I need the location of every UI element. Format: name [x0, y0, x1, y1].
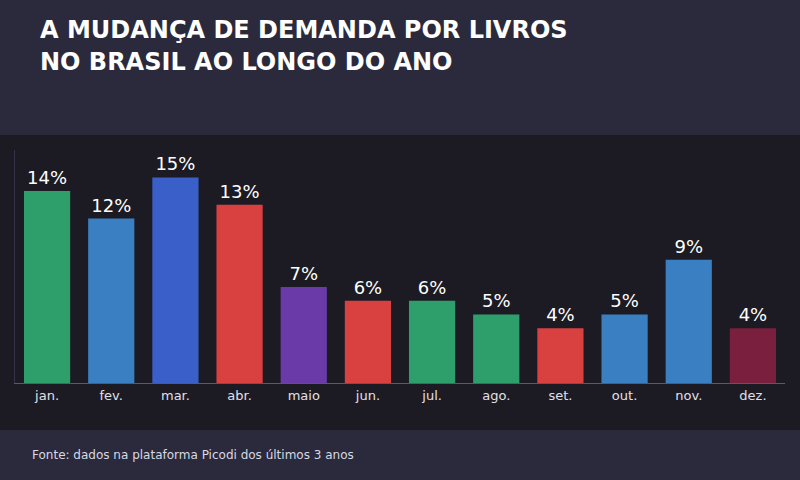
- svg-text:maio: maio: [288, 388, 320, 403]
- svg-text:out.: out.: [612, 388, 637, 403]
- svg-text:A MUDANÇA DE DEMANDA POR LIVRO: A MUDANÇA DE DEMANDA POR LIVROSNO BRASIL…: [40, 16, 568, 75]
- svg-text:Fonte: dados na plataforma Pic: Fonte: dados na plataforma Picodi dos úl…: [32, 448, 354, 462]
- svg-text:9%: 9%: [674, 236, 703, 257]
- svg-text:set.: set.: [548, 388, 572, 403]
- svg-text:abr.: abr.: [227, 388, 252, 403]
- svg-text:jan.: jan.: [34, 388, 59, 403]
- svg-text:13%: 13%: [220, 181, 260, 202]
- svg-text:jul.: jul.: [421, 388, 442, 403]
- svg-text:12%: 12%: [91, 195, 131, 216]
- svg-text:4%: 4%: [739, 304, 768, 325]
- svg-text:6%: 6%: [354, 277, 383, 298]
- svg-text:15%: 15%: [155, 153, 195, 174]
- svg-text:14%: 14%: [27, 167, 67, 188]
- svg-text:ago.: ago.: [482, 388, 510, 403]
- svg-text:dez.: dez.: [739, 388, 766, 403]
- svg-text:mar.: mar.: [161, 388, 190, 403]
- svg-text:fev.: fev.: [100, 388, 123, 403]
- svg-text:6%: 6%: [418, 277, 447, 298]
- svg-text:jun.: jun.: [355, 388, 380, 403]
- svg-text:7%: 7%: [289, 263, 318, 284]
- svg-text:nov.: nov.: [675, 388, 702, 403]
- svg-text:5%: 5%: [610, 290, 639, 311]
- svg-text:5%: 5%: [482, 290, 511, 311]
- svg-text:4%: 4%: [546, 304, 575, 325]
